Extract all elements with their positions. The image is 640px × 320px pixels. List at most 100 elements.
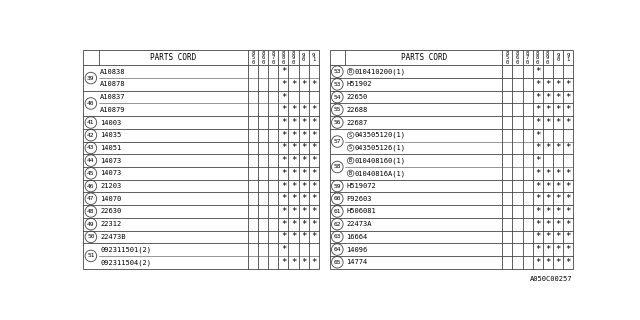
Text: A10838: A10838 [100, 69, 125, 75]
Circle shape [85, 98, 97, 109]
Circle shape [85, 130, 97, 141]
Circle shape [348, 68, 354, 75]
Text: *: * [545, 118, 550, 127]
Text: A10837: A10837 [100, 94, 125, 100]
Text: *: * [535, 258, 540, 267]
Text: *: * [311, 143, 316, 152]
Text: *: * [291, 105, 296, 114]
Text: *: * [565, 232, 570, 241]
Text: 51: 51 [87, 253, 95, 259]
Text: 8
6
0: 8 6 0 [516, 51, 519, 65]
Text: *: * [311, 232, 316, 241]
Text: 22650: 22650 [347, 94, 368, 100]
Text: *: * [535, 194, 540, 203]
Text: *: * [291, 80, 296, 89]
Circle shape [332, 117, 343, 128]
Text: *: * [565, 207, 570, 216]
Text: 53: 53 [333, 69, 341, 74]
Text: *: * [281, 92, 286, 102]
Text: *: * [311, 131, 316, 140]
Text: 49: 49 [87, 222, 95, 227]
Text: *: * [311, 258, 316, 267]
Text: *: * [545, 232, 550, 241]
Text: 63: 63 [333, 234, 341, 239]
Circle shape [332, 161, 343, 173]
Text: 41: 41 [87, 120, 95, 125]
Circle shape [348, 170, 354, 177]
Circle shape [85, 142, 97, 154]
Text: B: B [349, 69, 352, 74]
Text: *: * [311, 169, 316, 178]
Text: *: * [281, 207, 286, 216]
Text: *: * [565, 245, 570, 254]
Circle shape [85, 250, 97, 262]
Text: 8
5
0: 8 5 0 [506, 51, 509, 65]
Text: *: * [291, 207, 296, 216]
Text: 092311501(2): 092311501(2) [100, 246, 151, 253]
Text: *: * [311, 118, 316, 127]
Text: *: * [535, 169, 540, 178]
Circle shape [348, 132, 354, 139]
Text: 8
7
0: 8 7 0 [272, 51, 275, 65]
Text: 9
0: 9 0 [556, 53, 559, 62]
Text: *: * [301, 156, 307, 165]
Text: *: * [311, 194, 316, 203]
Text: 40: 40 [87, 101, 95, 106]
Text: PARTS CORD: PARTS CORD [150, 53, 196, 62]
Circle shape [332, 180, 343, 192]
Text: S: S [349, 145, 352, 150]
Text: *: * [281, 118, 286, 127]
Text: *: * [301, 118, 307, 127]
Text: *: * [291, 118, 296, 127]
Text: 14096: 14096 [347, 247, 368, 252]
Text: *: * [565, 181, 570, 190]
Text: *: * [281, 67, 286, 76]
Text: *: * [565, 118, 570, 127]
Circle shape [85, 180, 97, 192]
Text: *: * [565, 143, 570, 152]
Text: 010410200(1): 010410200(1) [355, 68, 406, 75]
Circle shape [332, 79, 343, 90]
Circle shape [332, 104, 343, 116]
Text: *: * [535, 67, 540, 76]
Text: 092311504(2): 092311504(2) [100, 259, 151, 266]
Text: *: * [291, 156, 296, 165]
Circle shape [332, 231, 343, 243]
Text: 14035: 14035 [100, 132, 122, 138]
Text: 45: 45 [87, 171, 95, 176]
Text: PARTS CORD: PARTS CORD [401, 53, 447, 62]
Text: *: * [301, 143, 307, 152]
Text: *: * [281, 245, 286, 254]
Text: *: * [555, 169, 561, 178]
Text: *: * [291, 220, 296, 229]
Text: *: * [311, 156, 316, 165]
Text: 39: 39 [87, 76, 95, 81]
Text: 9
0: 9 0 [302, 53, 305, 62]
Text: *: * [545, 143, 550, 152]
Text: *: * [301, 181, 307, 190]
Circle shape [332, 193, 343, 204]
Text: *: * [291, 143, 296, 152]
Text: *: * [301, 220, 307, 229]
Text: 14073: 14073 [100, 170, 122, 176]
Text: 61: 61 [333, 209, 341, 214]
Text: 54: 54 [333, 95, 341, 100]
Text: *: * [545, 80, 550, 89]
Text: *: * [555, 92, 561, 102]
Text: *: * [555, 194, 561, 203]
Text: *: * [545, 194, 550, 203]
Text: 14070: 14070 [100, 196, 122, 202]
Text: 010408160(1): 010408160(1) [355, 157, 406, 164]
Text: 57: 57 [333, 139, 341, 144]
Text: *: * [291, 181, 296, 190]
Bar [83, 50, 319, 268]
Text: 14073: 14073 [100, 158, 122, 164]
Text: B: B [349, 158, 352, 163]
Circle shape [332, 206, 343, 217]
Text: *: * [565, 194, 570, 203]
Text: *: * [535, 118, 540, 127]
Text: 8
7
0: 8 7 0 [526, 51, 529, 65]
Circle shape [85, 168, 97, 179]
Text: 53: 53 [333, 82, 341, 87]
Text: *: * [311, 207, 316, 216]
